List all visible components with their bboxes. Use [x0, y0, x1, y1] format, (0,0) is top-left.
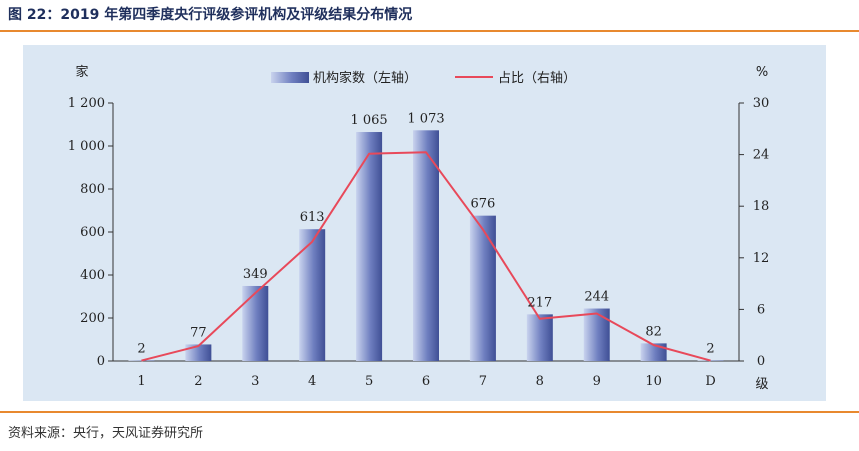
y-right-tick-label: 30 — [753, 96, 770, 111]
bar-data-label: 349 — [243, 267, 268, 282]
x-tick-label: 4 — [308, 374, 316, 389]
x-tick-label: 8 — [536, 374, 544, 389]
bar-data-label: 676 — [470, 197, 495, 212]
bar-data-label: 2 — [137, 342, 145, 357]
x-tick-label: 5 — [365, 374, 373, 389]
y-left-unit: 家 — [75, 64, 88, 80]
bar — [469, 215, 496, 361]
bar-data-label: 1 073 — [407, 111, 444, 126]
y-left-tick-label: 200 — [80, 311, 105, 326]
y-right-tick-label: 24 — [753, 148, 770, 163]
legend-bar-label: 机构家数（左轴） — [313, 70, 417, 86]
bar-data-label: 77 — [190, 325, 207, 340]
x-tick-label: 9 — [593, 374, 601, 389]
x-tick-label: 2 — [194, 374, 202, 389]
figure-title: 图 22：2019 年第四季度央行评级参评机构及评级结果分布情况 — [8, 7, 413, 23]
bar-data-label: 1 065 — [350, 113, 387, 128]
bar-data-label: 2 — [706, 342, 714, 357]
x-unit-label: 级 — [755, 377, 768, 392]
x-tick-label: 3 — [251, 374, 259, 389]
y-left-tick-label: 0 — [97, 354, 105, 369]
bar-data-label: 244 — [584, 290, 609, 305]
x-tick-label: 7 — [479, 374, 487, 389]
legend-line-label: 占比（右轴） — [498, 71, 576, 86]
top-divider — [0, 30, 859, 32]
bar — [299, 229, 326, 361]
x-tick-label: 1 — [137, 374, 145, 389]
source-note: 资料来源：央行，天风证券研究所 — [8, 426, 204, 441]
bar — [356, 132, 383, 361]
y-right-unit: % — [756, 65, 768, 80]
y-left-tick-label: 1 000 — [68, 139, 105, 154]
y-left-tick-label: 600 — [80, 225, 105, 240]
bar — [583, 308, 610, 361]
bar-data-label: 82 — [645, 324, 662, 339]
y-right-tick-label: 18 — [753, 199, 770, 214]
bar — [242, 285, 269, 361]
bar-data-label: 613 — [300, 210, 325, 225]
bar — [526, 314, 553, 361]
y-left-tick-label: 1 200 — [68, 96, 105, 111]
y-right-tick-label: 6 — [757, 302, 765, 317]
y-right-tick-label: 12 — [753, 251, 770, 266]
y-right-tick-label: 0 — [757, 354, 765, 369]
legend-bar-swatch — [271, 72, 309, 83]
x-tick-label: 10 — [645, 374, 662, 389]
y-left-tick-label: 400 — [80, 268, 105, 283]
legend: 机构家数（左轴） 占比（右轴） — [271, 70, 576, 86]
x-tick-label: 6 — [422, 374, 430, 389]
bar-data-label: 217 — [527, 295, 552, 310]
x-tick-label: D — [705, 374, 715, 389]
share-line — [141, 151, 711, 362]
bar — [413, 130, 439, 361]
y-left-tick-label: 800 — [80, 182, 105, 197]
bottom-divider — [0, 411, 859, 413]
